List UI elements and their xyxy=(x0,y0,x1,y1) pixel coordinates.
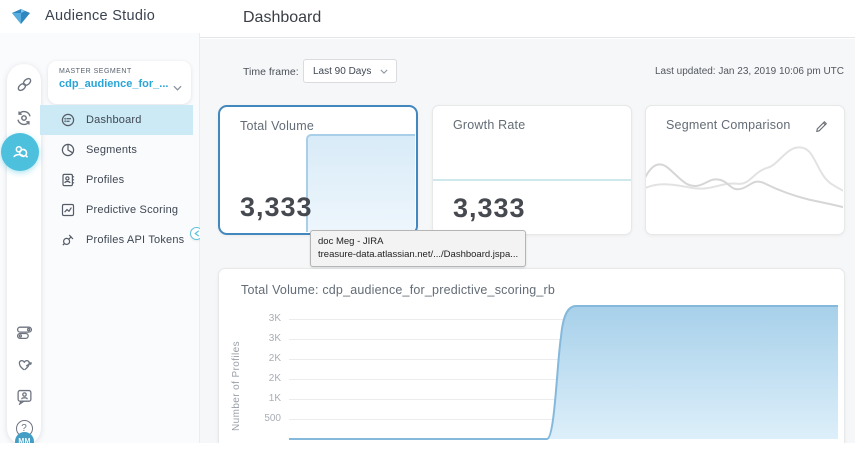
card-title: Segment Comparison xyxy=(666,118,791,132)
page-title: Dashboard xyxy=(243,9,322,26)
segment-comparison-sparklines xyxy=(646,146,843,209)
sidebar-item-segments[interactable]: Segments xyxy=(40,135,193,165)
main-header: Dashboard xyxy=(200,0,855,38)
ytick-label: 3K xyxy=(268,313,281,324)
heart-arrow-icon[interactable] xyxy=(7,352,41,376)
icon-rail: ? MM xyxy=(1,64,41,443)
growth-rate-sparkline xyxy=(433,179,631,181)
sidebar-item-label: Predictive Scoring xyxy=(86,204,179,216)
sidebar-item-label: Dashboard xyxy=(86,114,142,126)
last-updated-text: Last updated: Jan 23, 2019 10:06 pm UTC xyxy=(654,66,844,77)
sidebar-item-label: Segments xyxy=(86,144,138,156)
ytick-label: 2K xyxy=(268,353,281,364)
total-volume-value: 3,333 xyxy=(240,192,313,222)
edit-pencil-icon[interactable] xyxy=(814,119,829,134)
predictive-chart-icon xyxy=(61,203,75,217)
ytick-label: 3K xyxy=(268,333,281,344)
api-plug-icon xyxy=(62,234,74,246)
audience-search-icon[interactable] xyxy=(1,133,39,171)
ytick-label: 1K xyxy=(268,393,281,404)
card-title: Growth Rate xyxy=(453,118,526,132)
sidebar-item-profiles-api-tokens[interactable]: Profiles API Tokens xyxy=(40,225,193,255)
link-preview-tooltip: doc Meg - JIRA treasure-data.atlassian.n… xyxy=(310,230,527,267)
audience-studio-window: Audience Studio xyxy=(0,0,855,443)
master-segment-label: MASTER SEGMENT xyxy=(59,68,132,75)
chart-title: Total Volume: cdp_audience_for_predictiv… xyxy=(241,283,556,297)
time-frame-label: Time frame: xyxy=(243,66,299,78)
chevron-down-icon xyxy=(173,85,182,91)
sync-settings-icon[interactable] xyxy=(7,106,41,130)
dashboard-icon xyxy=(61,113,75,127)
ytick-label: 2K xyxy=(268,373,281,384)
profiles-book-icon xyxy=(62,173,75,187)
person-chat-icon[interactable] xyxy=(7,384,41,408)
total-volume-area-chart xyxy=(289,305,838,440)
sidebar-item-predictive-scoring[interactable]: Predictive Scoring xyxy=(40,195,193,225)
chevron-down-icon xyxy=(380,69,388,74)
segments-pie-icon xyxy=(61,143,75,157)
total-volume-chart-card: Total Volume: cdp_audience_for_predictiv… xyxy=(218,268,845,443)
master-segment-selector[interactable]: MASTER SEGMENT cdp_audience_for_... xyxy=(48,61,191,104)
tooltip-line1: doc Meg - JIRA xyxy=(318,236,384,247)
total-volume-sparkline xyxy=(306,134,415,232)
help-glyph: ? xyxy=(21,422,27,434)
sidebar-menu: Dashboard Segments Profiles xyxy=(40,105,193,255)
brand-bar: Audience Studio xyxy=(0,0,200,33)
master-segment-value: cdp_audience_for_... xyxy=(59,78,169,90)
time-frame-select[interactable]: Last 90 Days xyxy=(303,59,397,83)
dashboard-content: Time frame: Last 90 Days Last updated: J… xyxy=(200,39,855,443)
chart-ylabel: Number of Profiles xyxy=(231,341,242,432)
toggles-icon[interactable] xyxy=(7,320,41,344)
tooltip-line2: treasure-data.atlassian.net/.../Dashboar… xyxy=(318,249,519,261)
user-avatar[interactable]: MM xyxy=(15,432,34,443)
card-title: Total Volume xyxy=(240,119,314,133)
time-frame-value: Last 90 Days xyxy=(313,65,372,77)
sidebar-item-profiles[interactable]: Profiles xyxy=(40,165,193,195)
sidebar-item-label: Profiles API Tokens xyxy=(86,234,185,246)
sidebar-item-label: Profiles xyxy=(86,174,125,186)
app-title: Audience Studio xyxy=(45,8,156,24)
sidebar-item-dashboard[interactable]: Dashboard xyxy=(40,105,193,135)
segment-comparison-card[interactable]: Segment Comparison xyxy=(645,105,845,235)
growth-rate-value: 3,333 xyxy=(453,193,526,223)
total-volume-card[interactable]: Total Volume 3,333 xyxy=(218,105,418,235)
treasure-data-logo-icon xyxy=(12,9,30,24)
ytick-label: 500 xyxy=(264,413,281,424)
link-icon[interactable] xyxy=(7,72,41,96)
growth-rate-card[interactable]: Growth Rate 3,333 xyxy=(432,105,632,235)
